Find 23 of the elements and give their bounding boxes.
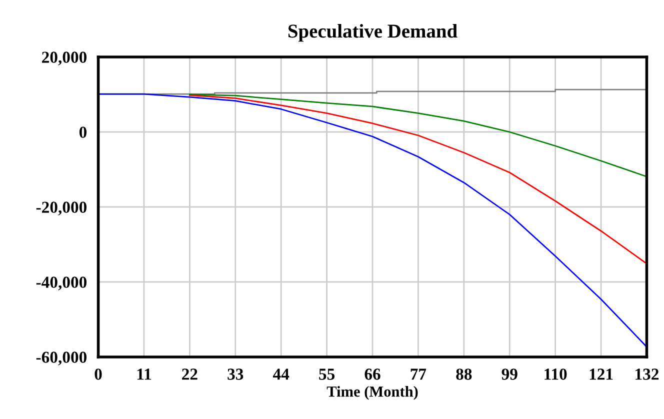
x-tick-label: 44 — [272, 368, 290, 380]
y-tick-label: -40,000 — [36, 276, 87, 290]
x-tick-label: 121 — [590, 368, 613, 380]
line-series — [98, 93, 647, 348]
x-axis-title: Time (Month) — [326, 386, 418, 400]
x-tick-label: 110 — [544, 368, 567, 380]
line-series — [188, 94, 647, 178]
line-series — [188, 94, 647, 264]
y-tick-label: 0 — [79, 126, 87, 138]
x-tick-label: 132 — [636, 368, 659, 380]
chart-title: Speculative Demand — [288, 24, 458, 42]
x-tick-label: 99 — [502, 368, 518, 380]
x-tick-label: 88 — [456, 368, 472, 380]
y-tick-label: 20,000 — [42, 52, 87, 66]
x-tick-label: 22 — [182, 368, 198, 380]
x-tick-label: 11 — [137, 368, 151, 380]
y-tick-label: -60,000 — [36, 352, 87, 366]
x-tick-label: 66 — [364, 368, 380, 380]
x-tick-label: 33 — [228, 368, 244, 380]
y-tick-label: -20,000 — [36, 202, 87, 216]
x-tick-label: 0 — [94, 368, 102, 380]
x-tick-label: 77 — [410, 368, 426, 380]
x-tick-label: 55 — [319, 368, 335, 380]
